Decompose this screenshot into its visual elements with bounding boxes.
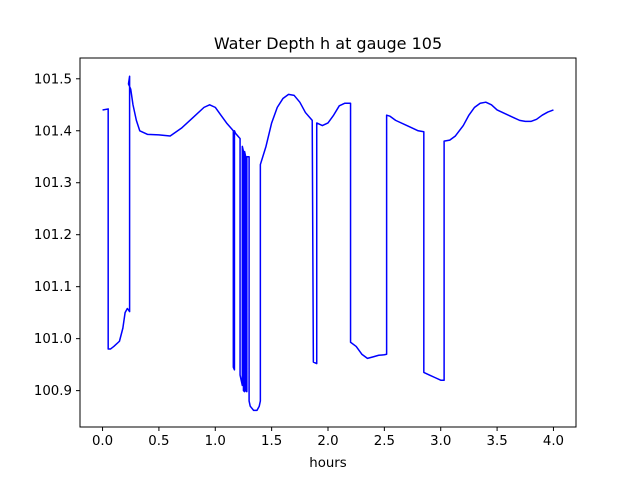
y-tick-label: 101.5	[34, 72, 72, 87]
x-tick-label: 3.0	[430, 434, 451, 449]
x-tick-label: 2.5	[374, 434, 395, 449]
y-tick-label: 101.3	[34, 176, 72, 191]
x-axis-ticks: 0.0 0.5 1.0 1.5 2.0 2.5 3.0 3.5 4.0	[92, 427, 564, 449]
x-tick-label: 2.0	[317, 434, 338, 449]
x-tick-label: 0.5	[148, 434, 169, 449]
y-tick-label: 101.2	[34, 228, 72, 243]
y-axis-ticks: 100.9 101.0 101.1 101.2 101.3 101.4 101.5	[34, 72, 80, 399]
series-layer	[102, 75, 554, 412]
y-tick-label: 101.1	[34, 280, 72, 295]
x-tick-label: 1.5	[261, 434, 282, 449]
y-tick-label: 101.0	[34, 332, 72, 347]
y-tick-label: 100.9	[34, 384, 72, 399]
x-tick-label: 1.0	[205, 434, 226, 449]
x-tick-label: 0.0	[92, 434, 113, 449]
y-tick-label: 101.4	[34, 124, 72, 139]
series-line	[102, 75, 554, 412]
x-axis-label: hours	[309, 456, 347, 471]
chart-title: Water Depth h at gauge 105	[214, 34, 442, 53]
plot-frame	[79, 57, 577, 428]
x-tick-label: 3.5	[486, 434, 507, 449]
x-tick-label: 4.0	[543, 434, 564, 449]
plot-background	[80, 58, 576, 427]
